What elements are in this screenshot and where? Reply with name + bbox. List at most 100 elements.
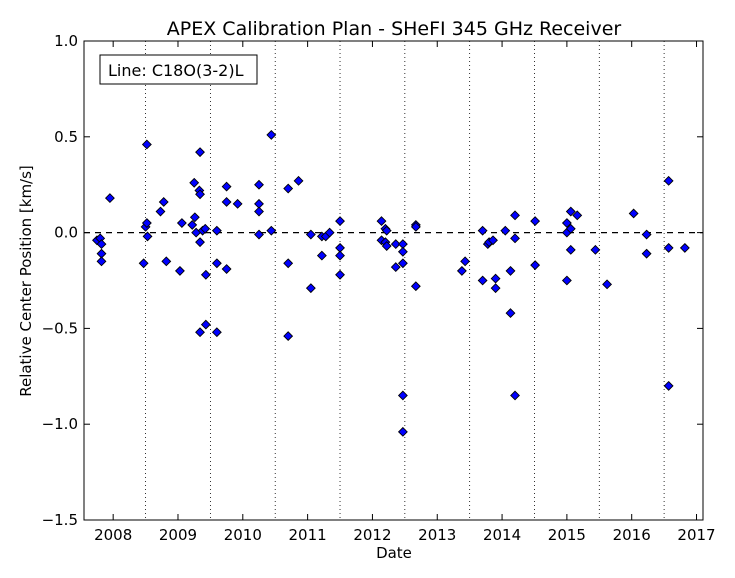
y-axis-ticks: 1.0 0.5 0.0 −0.5 −1.0 −1.5 [42, 32, 703, 529]
data-point [316, 250, 327, 261]
data-point [232, 198, 243, 209]
data-point [221, 197, 232, 207]
data-point [211, 258, 222, 269]
x-tick-label: 2017 [677, 526, 715, 544]
data-point [254, 206, 264, 217]
data-point [189, 177, 200, 188]
data-point [505, 308, 516, 319]
x-tick-label: 2016 [613, 526, 651, 544]
data-point [510, 210, 520, 221]
data-point [410, 221, 421, 232]
data-points [92, 129, 690, 437]
data-point [381, 241, 392, 251]
data-point [293, 175, 304, 186]
data-point [195, 237, 205, 248]
y-tick-label: −1.5 [42, 511, 78, 529]
data-point [283, 331, 294, 342]
data-point [505, 265, 516, 276]
x-tick-label: 2014 [483, 526, 521, 544]
plot-area: 2008 2009 2010 2011 2012 2013 2014 2015 2016 2017… [42, 32, 716, 544]
data-point [641, 229, 652, 240]
data-point [572, 210, 583, 221]
data-point [397, 246, 408, 257]
data-point [390, 262, 401, 273]
data-point [335, 250, 345, 261]
data-point [200, 269, 211, 280]
y-tick-label: 0.5 [54, 128, 78, 146]
data-point [456, 265, 467, 276]
data-point [335, 216, 345, 227]
data-point [283, 183, 294, 194]
annotation-box: Line: C18O(3-2)L [99, 54, 258, 85]
data-point [510, 233, 520, 244]
data-point [679, 242, 690, 253]
data-point [381, 225, 392, 236]
data-point [174, 265, 185, 276]
data-point [141, 139, 152, 150]
data-point [176, 218, 187, 228]
y-tick-label: 0.0 [54, 224, 78, 242]
data-point [530, 260, 541, 271]
data-point [200, 223, 211, 234]
data-point [628, 208, 639, 219]
data-point [195, 327, 205, 338]
x-tick-label: 2015 [548, 526, 586, 544]
data-point [266, 129, 277, 140]
data-point [410, 281, 421, 292]
data-point [530, 216, 541, 227]
y-axis-label: Relative Center Position [km/s] [17, 165, 35, 397]
x-tick-label: 2009 [159, 526, 197, 544]
plot-border [83, 40, 704, 521]
data-point [602, 279, 613, 290]
data-point [500, 225, 511, 236]
data-point [187, 219, 198, 230]
data-point [663, 242, 674, 253]
data-point [254, 229, 264, 240]
x-tick-label: 2011 [289, 526, 327, 544]
data-point [141, 218, 152, 228]
data-point [158, 197, 169, 207]
plot-frame [84, 41, 703, 520]
x-axis-label: Date [376, 544, 412, 562]
data-point [221, 181, 232, 192]
data-point [390, 239, 401, 250]
data-point [161, 256, 172, 267]
data-point [641, 248, 652, 259]
data-point [211, 327, 222, 338]
annotation-border [99, 54, 258, 85]
data-point [211, 225, 222, 236]
y-tick-label: 1.0 [54, 32, 78, 50]
data-point [195, 189, 205, 200]
data-point [305, 229, 316, 240]
data-point [397, 426, 408, 437]
annotation-text: Line: C18O(3-2)L [108, 61, 244, 80]
data-point [663, 175, 674, 186]
data-point [488, 235, 498, 246]
data-point [477, 275, 488, 286]
data-point [490, 283, 501, 294]
data-point [510, 390, 520, 401]
data-point [221, 264, 232, 274]
data-point [195, 147, 205, 158]
data-point [155, 206, 166, 217]
y-tick-label: −0.5 [42, 319, 78, 337]
y-tick-label: −1.0 [42, 415, 78, 433]
data-point [490, 273, 501, 284]
data-point [142, 231, 153, 242]
data-point [104, 193, 115, 204]
x-tick-label: 2008 [94, 526, 132, 544]
data-point [565, 206, 576, 217]
x-tick-label: 2013 [418, 526, 456, 544]
data-point [324, 227, 335, 238]
x-tick-label: 2012 [353, 526, 391, 544]
data-point [305, 283, 316, 294]
chart-title: APEX Calibration Plan - SHeFI 345 GHz Re… [167, 18, 622, 40]
data-point [397, 258, 408, 269]
data-point [266, 225, 277, 236]
data-point [189, 212, 200, 223]
data-point [335, 269, 345, 280]
data-point [561, 218, 572, 228]
data-point [138, 258, 149, 269]
data-point [477, 225, 488, 236]
